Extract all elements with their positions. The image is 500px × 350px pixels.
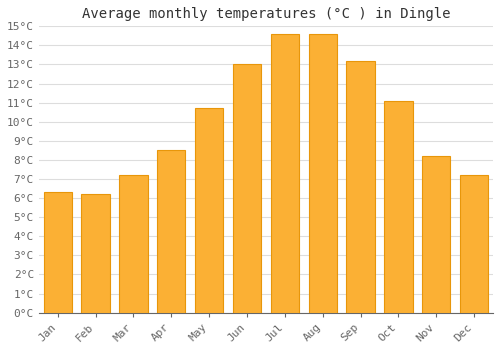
Bar — [157, 150, 186, 313]
Bar — [460, 175, 488, 313]
Bar — [44, 193, 72, 313]
Bar — [384, 101, 412, 313]
Bar — [346, 61, 375, 313]
Bar — [82, 194, 110, 313]
Bar — [270, 34, 299, 313]
Bar — [233, 64, 261, 313]
Title: Average monthly temperatures (°C ) in Dingle: Average monthly temperatures (°C ) in Di… — [82, 7, 450, 21]
Bar — [422, 156, 450, 313]
Bar — [195, 108, 224, 313]
Bar — [119, 175, 148, 313]
Bar — [308, 34, 337, 313]
